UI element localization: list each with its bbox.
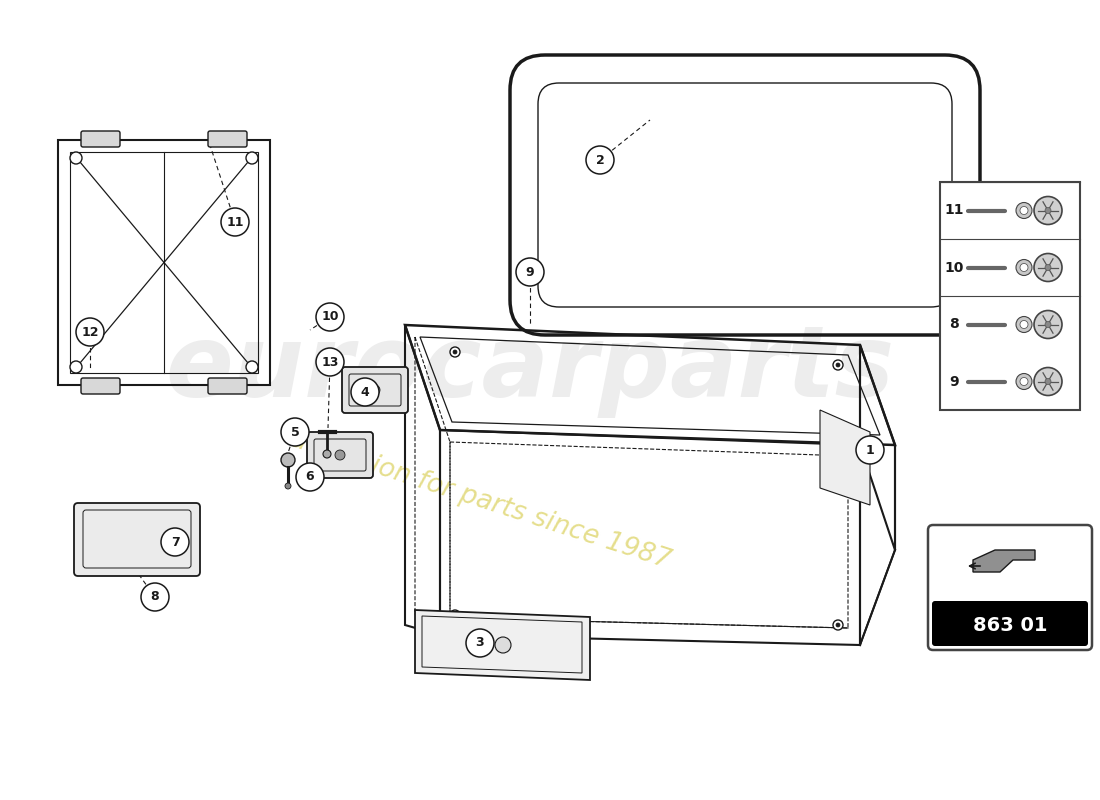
- Circle shape: [1034, 254, 1062, 282]
- FancyBboxPatch shape: [208, 378, 248, 394]
- Circle shape: [221, 208, 249, 236]
- Polygon shape: [974, 550, 1035, 572]
- Circle shape: [1016, 259, 1032, 275]
- Circle shape: [1016, 374, 1032, 390]
- Text: 9: 9: [526, 266, 535, 278]
- Text: 1: 1: [866, 443, 874, 457]
- Circle shape: [1045, 378, 1050, 385]
- Circle shape: [856, 436, 884, 464]
- FancyBboxPatch shape: [932, 601, 1088, 646]
- Text: eurocarparts: eurocarparts: [165, 322, 894, 418]
- FancyBboxPatch shape: [342, 367, 408, 413]
- Circle shape: [336, 450, 345, 460]
- Circle shape: [1045, 207, 1050, 214]
- Text: 13: 13: [321, 355, 339, 369]
- Text: 10: 10: [944, 261, 964, 274]
- FancyBboxPatch shape: [208, 131, 248, 147]
- Bar: [938, 605, 1082, 640]
- Polygon shape: [820, 410, 870, 505]
- Circle shape: [1016, 202, 1032, 218]
- Circle shape: [450, 347, 460, 357]
- Circle shape: [296, 463, 324, 491]
- Text: 8: 8: [151, 590, 160, 603]
- Circle shape: [450, 610, 460, 620]
- Circle shape: [246, 152, 258, 164]
- Circle shape: [246, 361, 258, 373]
- Circle shape: [280, 453, 295, 467]
- Circle shape: [1034, 197, 1062, 225]
- FancyBboxPatch shape: [928, 525, 1092, 650]
- FancyBboxPatch shape: [81, 378, 120, 394]
- Circle shape: [1016, 317, 1032, 333]
- Circle shape: [1020, 378, 1028, 386]
- Text: 9: 9: [949, 374, 959, 389]
- Circle shape: [833, 620, 843, 630]
- Circle shape: [1020, 206, 1028, 214]
- Text: 2: 2: [595, 154, 604, 166]
- Polygon shape: [415, 610, 590, 680]
- Text: 6: 6: [306, 470, 315, 483]
- Text: 863 01: 863 01: [972, 616, 1047, 635]
- FancyBboxPatch shape: [307, 432, 373, 478]
- Circle shape: [76, 318, 104, 346]
- Circle shape: [453, 613, 456, 617]
- Text: a passion for parts since 1987: a passion for parts since 1987: [286, 426, 673, 574]
- Circle shape: [495, 637, 512, 653]
- Circle shape: [323, 450, 331, 458]
- Circle shape: [1034, 367, 1062, 395]
- Circle shape: [833, 360, 843, 370]
- Circle shape: [516, 258, 544, 286]
- FancyBboxPatch shape: [74, 503, 200, 576]
- Circle shape: [836, 623, 840, 627]
- Circle shape: [285, 483, 292, 489]
- Circle shape: [1045, 265, 1050, 270]
- Circle shape: [453, 350, 456, 354]
- Circle shape: [1020, 321, 1028, 329]
- Text: 11: 11: [227, 215, 244, 229]
- Circle shape: [1020, 263, 1028, 271]
- Circle shape: [370, 385, 379, 395]
- Circle shape: [1034, 310, 1062, 338]
- Text: 8: 8: [949, 318, 959, 331]
- Circle shape: [351, 378, 380, 406]
- Text: 7: 7: [170, 535, 179, 549]
- Circle shape: [836, 363, 840, 367]
- Text: 4: 4: [361, 386, 370, 398]
- Circle shape: [586, 146, 614, 174]
- Circle shape: [316, 303, 344, 331]
- Circle shape: [141, 583, 169, 611]
- Circle shape: [466, 629, 494, 657]
- Circle shape: [1045, 322, 1050, 327]
- Circle shape: [280, 418, 309, 446]
- Text: 5: 5: [290, 426, 299, 438]
- Text: 10: 10: [321, 310, 339, 323]
- FancyBboxPatch shape: [81, 131, 120, 147]
- Circle shape: [70, 361, 82, 373]
- Text: 12: 12: [81, 326, 99, 338]
- Circle shape: [161, 528, 189, 556]
- Circle shape: [70, 152, 82, 164]
- Text: 11: 11: [944, 203, 964, 218]
- Text: 3: 3: [475, 637, 484, 650]
- Bar: [940, 182, 1080, 410]
- Circle shape: [316, 348, 344, 376]
